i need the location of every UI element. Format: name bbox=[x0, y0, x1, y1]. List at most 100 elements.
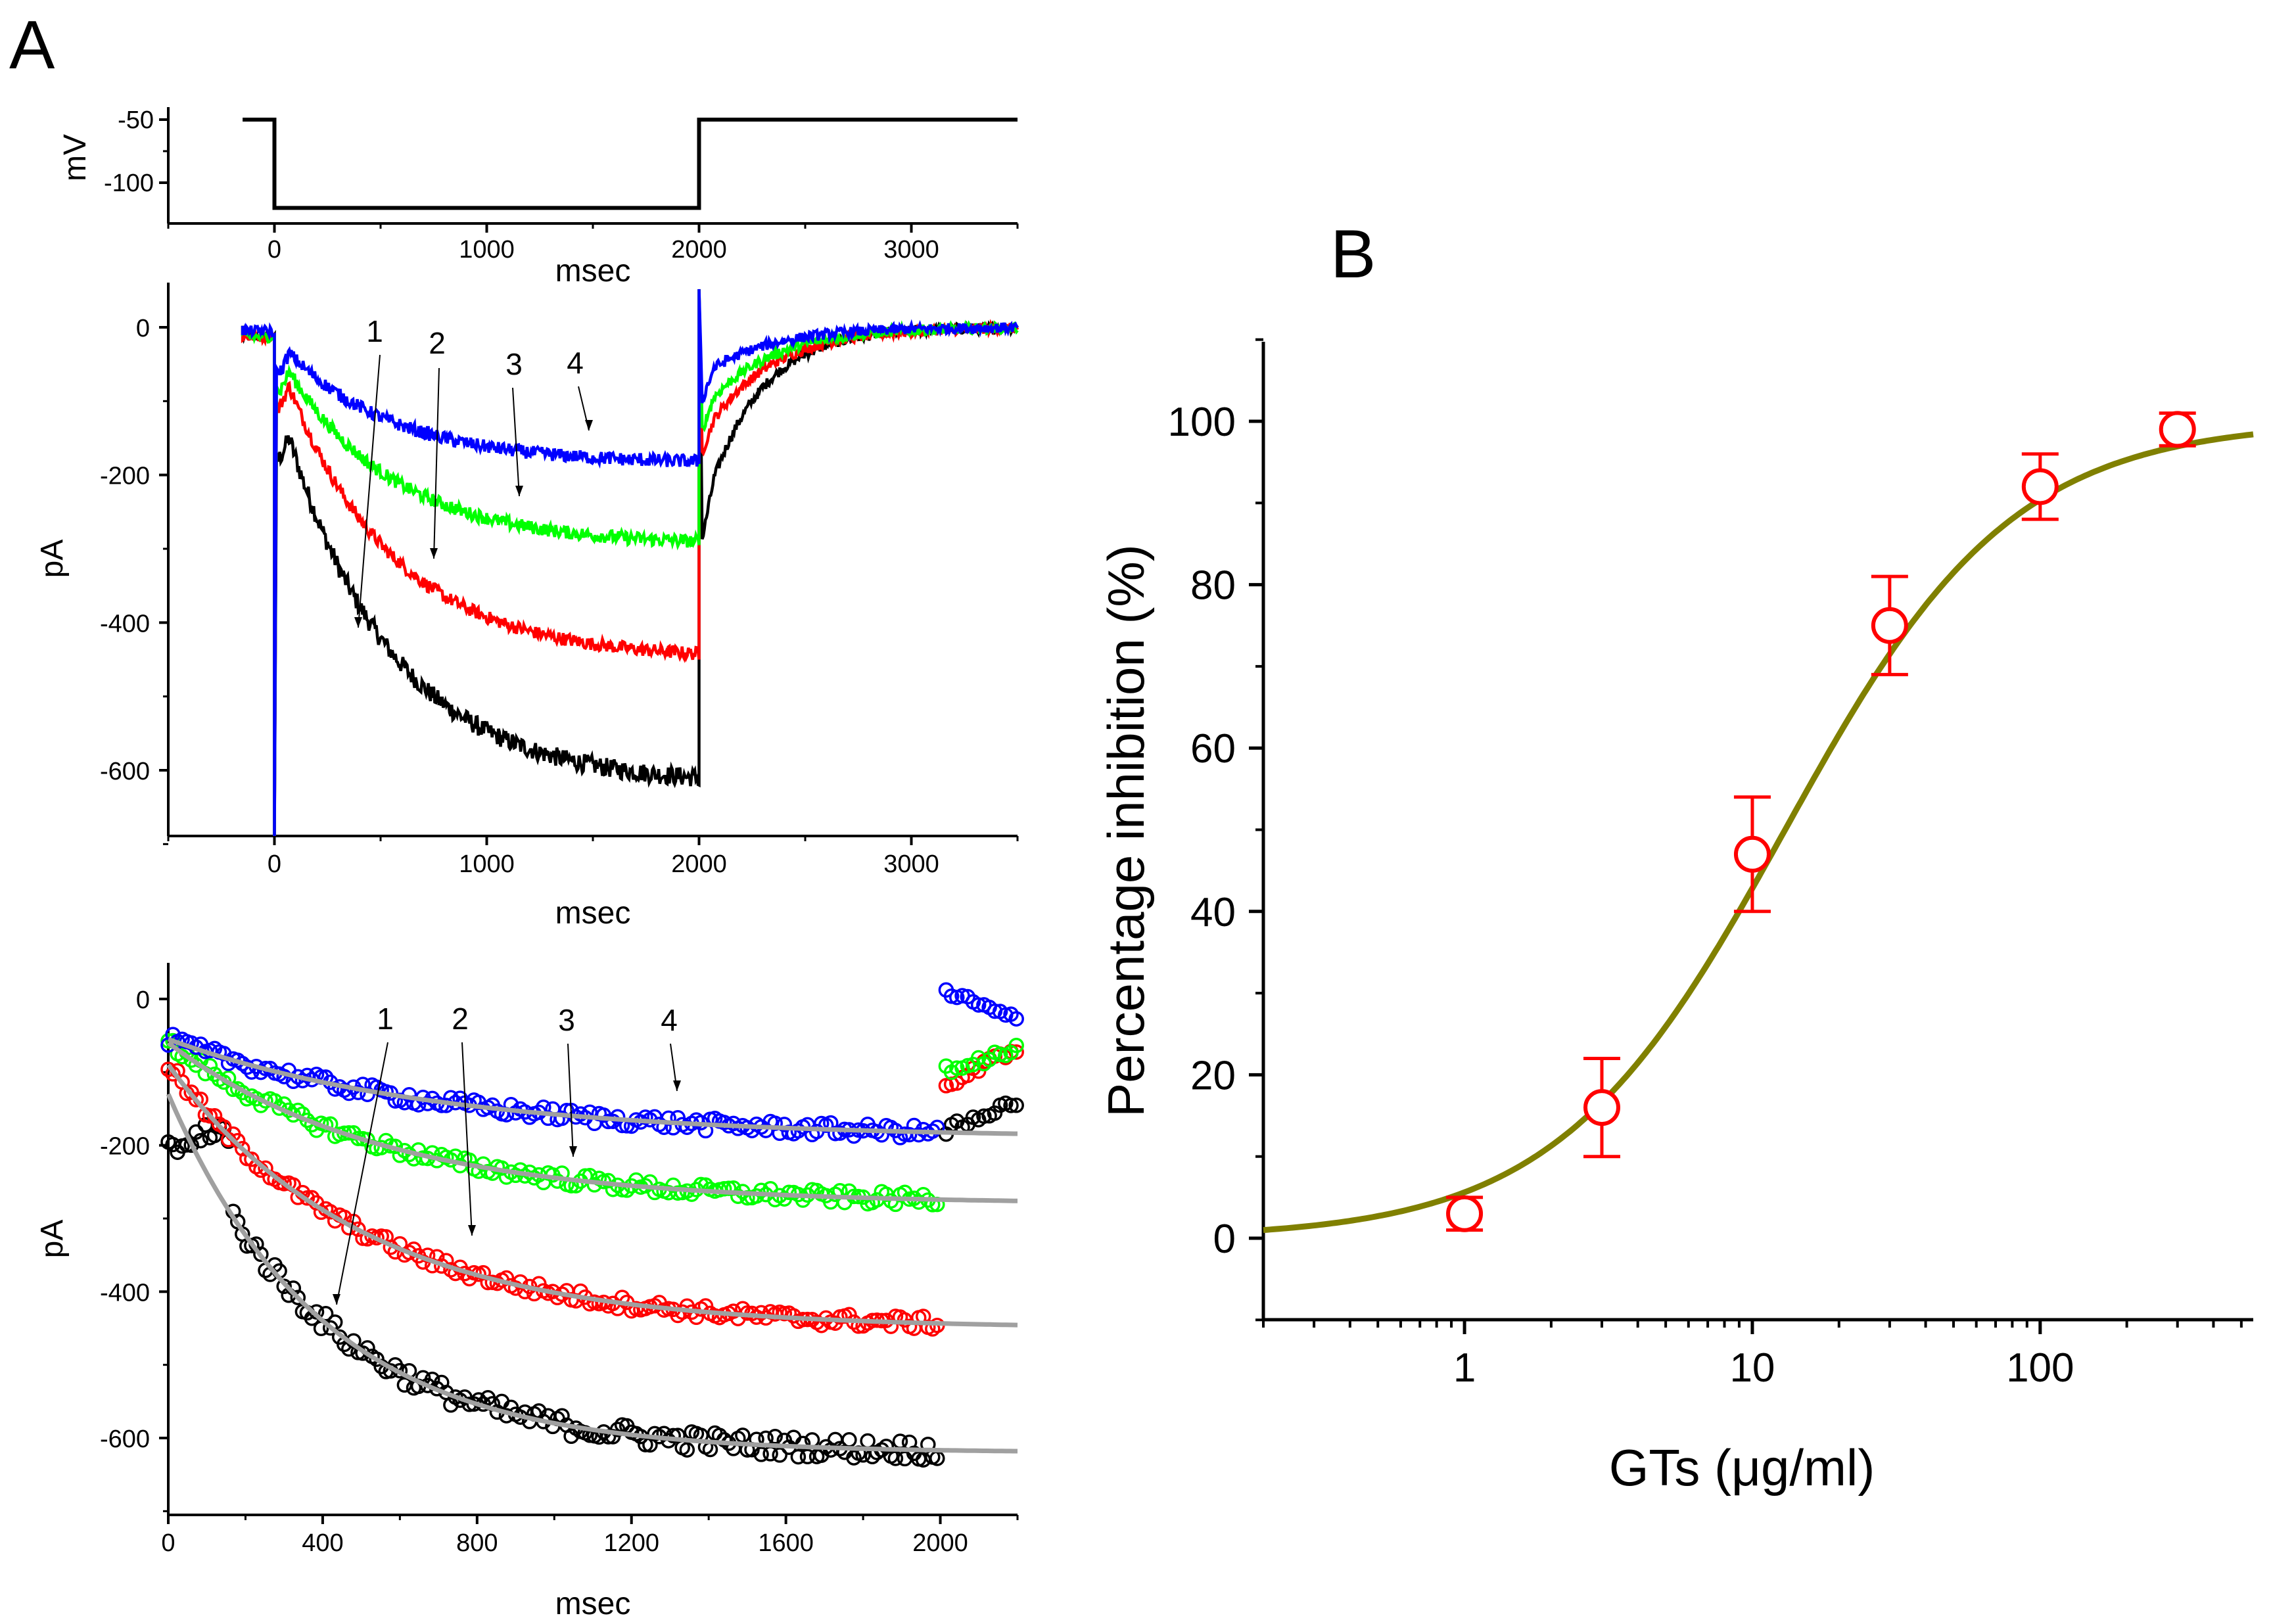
y-tick-label: 0 bbox=[136, 986, 150, 1014]
y-tick-label: -50 bbox=[118, 106, 154, 134]
trace-label-1: 1 bbox=[377, 1002, 394, 1036]
y-tick-label: 40 bbox=[1190, 890, 1236, 935]
trace-label-3: 3 bbox=[558, 1003, 575, 1037]
fit-curve-2 bbox=[166, 1063, 1018, 1328]
data-point-3 bbox=[992, 1046, 1008, 1063]
y-tick-label: -600 bbox=[100, 1426, 150, 1453]
data-point-1 bbox=[317, 1306, 334, 1322]
data-point-1 bbox=[1003, 1098, 1019, 1113]
trace-label-2: 2 bbox=[429, 326, 446, 360]
data-point-1 bbox=[790, 1449, 807, 1465]
x-axis-label: msec bbox=[555, 254, 631, 289]
data-point-3 bbox=[271, 1100, 287, 1116]
data-point-4 bbox=[874, 1127, 890, 1143]
x-tick-label: 0 bbox=[268, 236, 281, 264]
data-point-1 bbox=[795, 1435, 811, 1452]
data-point bbox=[1583, 1089, 1620, 1126]
trace-label-4: 4 bbox=[661, 1003, 678, 1037]
data-point-3 bbox=[1008, 1037, 1024, 1054]
data-point-1 bbox=[887, 1450, 904, 1466]
trace-arrow-2 bbox=[461, 1042, 473, 1236]
data-point-3 bbox=[684, 1186, 700, 1202]
data-point-3 bbox=[720, 1180, 737, 1196]
x-tick-label: 400 bbox=[302, 1529, 343, 1557]
trace-arrowhead-2 bbox=[430, 548, 438, 559]
data-point-1 bbox=[609, 1422, 626, 1437]
x-tick-label: 100 bbox=[2006, 1345, 2074, 1391]
y-tick-label: -600 bbox=[100, 758, 150, 785]
data-point-1 bbox=[772, 1447, 787, 1463]
y-axis-label: pA bbox=[35, 540, 70, 578]
y-tick-label: -100 bbox=[104, 170, 154, 197]
data-point-1 bbox=[860, 1433, 876, 1449]
data-point-4 bbox=[600, 1113, 617, 1130]
fit-curve-4 bbox=[167, 1036, 1018, 1136]
trace-label-2: 2 bbox=[452, 1002, 469, 1036]
x-tick-label: 2000 bbox=[912, 1529, 968, 1557]
trace-arrowhead-3 bbox=[515, 486, 523, 496]
x-tick-label: 0 bbox=[268, 850, 281, 878]
trace-label-1: 1 bbox=[366, 314, 383, 348]
dose-response-plot: 1 10 100 0 20 40 60 80 100 Percentage inhibition… bbox=[1097, 338, 2254, 1496]
trace-arrowhead-2 bbox=[468, 1225, 476, 1236]
data-point-4 bbox=[832, 1125, 848, 1141]
trace-arrow-3 bbox=[567, 1043, 574, 1157]
data-point-4 bbox=[901, 1126, 918, 1143]
y-tick-label: 80 bbox=[1190, 563, 1236, 609]
data-point-1 bbox=[846, 1450, 862, 1466]
data-point-1 bbox=[276, 1278, 292, 1295]
hill-fit-curve bbox=[1263, 431, 2254, 1233]
x-tick-label: 1200 bbox=[603, 1529, 659, 1557]
trace-arrowhead-4 bbox=[673, 1080, 681, 1091]
data-point-1 bbox=[193, 1132, 209, 1149]
data-point-2 bbox=[1008, 1044, 1024, 1060]
trace-arrowhead-3 bbox=[569, 1146, 577, 1157]
y-tick-label: 100 bbox=[1168, 400, 1236, 445]
trace-arrow-2 bbox=[433, 367, 440, 559]
panel-label-a: A bbox=[9, 7, 55, 83]
y-tick-label: -400 bbox=[100, 1279, 150, 1307]
x-tick-label: 3000 bbox=[883, 850, 939, 878]
data-point-3 bbox=[753, 1182, 769, 1198]
x-tick-label: 2000 bbox=[671, 850, 727, 878]
trace-arrowhead-1 bbox=[354, 617, 362, 628]
data-point bbox=[2159, 411, 2196, 448]
trace-label-3: 3 bbox=[505, 347, 523, 381]
y-tick-label: 60 bbox=[1190, 726, 1236, 772]
data-point-3 bbox=[183, 1052, 199, 1068]
x-tick-label: 3000 bbox=[883, 236, 939, 264]
voltage-trace bbox=[243, 118, 1018, 210]
data-point-3 bbox=[600, 1172, 617, 1189]
data-point-1 bbox=[841, 1432, 857, 1448]
x-tick-label: 1600 bbox=[758, 1529, 814, 1557]
current-trace-3 bbox=[241, 289, 1019, 837]
data-point-1 bbox=[1008, 1098, 1024, 1113]
current-traces-plot: 0 1000 2000 3000 0 -200 -400 -600 1 2 3 4 pA msec bbox=[35, 283, 1019, 931]
x-tick-label: 1 bbox=[1453, 1345, 1476, 1391]
current-trace-2 bbox=[241, 289, 1019, 837]
data-point-1 bbox=[183, 1137, 199, 1153]
x-tick-label: 1000 bbox=[459, 236, 515, 264]
x-axis-label: msec bbox=[555, 896, 631, 931]
data-point-4 bbox=[434, 1098, 450, 1113]
data-point-2 bbox=[160, 1061, 176, 1077]
x-tick-label: 0 bbox=[161, 1529, 175, 1557]
data-point-1 bbox=[976, 1108, 992, 1125]
data-point-3 bbox=[665, 1177, 681, 1194]
data-point bbox=[1733, 835, 1771, 873]
x-tick-label: 1000 bbox=[459, 850, 515, 878]
data-point-4 bbox=[1008, 1011, 1024, 1027]
x-tick-label: 800 bbox=[456, 1529, 498, 1557]
voltage-protocol-plot: 0 1000 2000 3000 -50 -100 mV msec bbox=[58, 106, 1019, 289]
data-point bbox=[2021, 468, 2059, 505]
data-point-1 bbox=[702, 1441, 718, 1458]
data-point-3 bbox=[949, 1060, 965, 1076]
trace-arrow-3 bbox=[512, 387, 520, 497]
trace-arrow-1 bbox=[358, 354, 381, 628]
current-trace-4 bbox=[241, 289, 1019, 837]
fit-curve-1 bbox=[166, 1093, 1018, 1454]
data-point-1 bbox=[253, 1246, 269, 1263]
y-tick-label: -200 bbox=[100, 463, 150, 490]
trace-arrowhead-4 bbox=[585, 420, 593, 430]
